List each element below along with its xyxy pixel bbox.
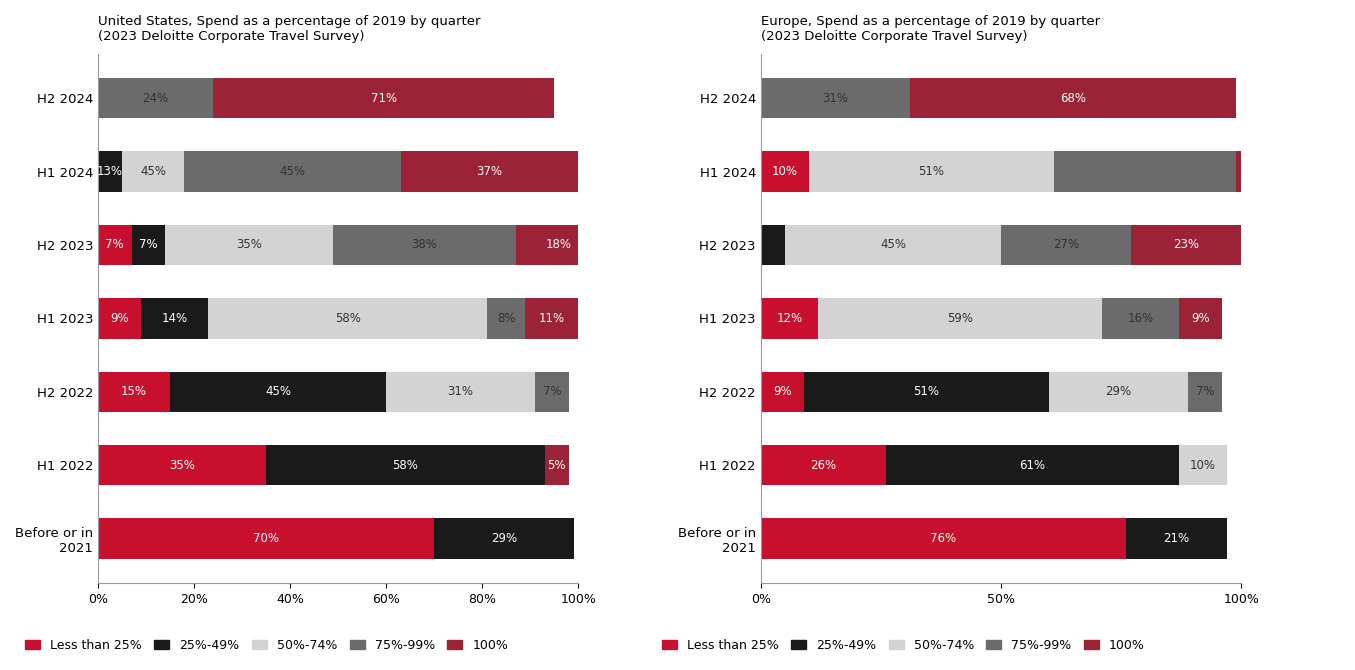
Bar	[98, 445, 266, 486]
Bar	[141, 298, 209, 338]
Text: 45%: 45%	[266, 385, 291, 399]
Text: 9%: 9%	[774, 385, 791, 399]
Bar	[184, 151, 401, 192]
Bar	[333, 224, 516, 265]
Bar	[169, 372, 386, 412]
Bar	[886, 445, 1179, 486]
Text: United States, Spend as a percentage of 2019 by quarter
(2023 Deloitte Corporate: United States, Spend as a percentage of …	[98, 15, 481, 43]
Text: 7%: 7%	[106, 239, 125, 251]
Bar	[760, 519, 1126, 559]
Text: 26%: 26%	[810, 459, 836, 472]
Bar	[760, 298, 818, 338]
Legend: Less than 25%, 25%-49%, 50%-74%, 75%-99%, 100%: Less than 25%, 25%-49%, 50%-74%, 75%-99%…	[20, 634, 514, 657]
Bar	[1126, 519, 1226, 559]
Text: 12%: 12%	[776, 312, 802, 325]
Text: 29%: 29%	[491, 532, 516, 545]
Bar	[760, 78, 909, 119]
Bar	[760, 372, 804, 412]
Text: 13%: 13%	[98, 165, 123, 178]
Text: 35%: 35%	[236, 239, 263, 251]
Bar	[760, 445, 886, 486]
Bar	[434, 519, 573, 559]
Bar	[1236, 151, 1355, 192]
Text: 51%: 51%	[913, 385, 939, 399]
Bar	[1179, 298, 1222, 338]
Text: 11%: 11%	[539, 312, 565, 325]
Bar	[785, 224, 1001, 265]
Bar	[266, 445, 545, 486]
Text: 9%: 9%	[1191, 312, 1210, 325]
Bar	[809, 151, 1054, 192]
Text: 9%: 9%	[110, 312, 129, 325]
Bar	[209, 298, 486, 338]
Text: 14%: 14%	[161, 312, 188, 325]
Bar	[535, 372, 569, 412]
Bar	[401, 151, 579, 192]
Bar	[1130, 224, 1241, 265]
Text: 58%: 58%	[393, 459, 419, 472]
Text: 76%: 76%	[931, 532, 957, 545]
Bar	[98, 519, 434, 559]
Bar	[545, 445, 569, 486]
Text: 29%: 29%	[1106, 385, 1131, 399]
Bar	[98, 224, 131, 265]
Bar	[909, 78, 1236, 119]
Bar	[818, 298, 1102, 338]
Text: 71%: 71%	[371, 92, 397, 105]
Bar	[98, 372, 169, 412]
Bar	[98, 151, 122, 192]
Bar	[1054, 151, 1236, 192]
Text: 15%: 15%	[121, 385, 146, 399]
Text: 10%: 10%	[1190, 459, 1215, 472]
Text: 8%: 8%	[497, 312, 515, 325]
Bar	[131, 224, 165, 265]
Text: 7%: 7%	[140, 239, 157, 251]
Bar	[122, 151, 184, 192]
Bar	[760, 224, 785, 265]
Bar	[98, 298, 141, 338]
Bar	[1049, 372, 1188, 412]
Text: 23%: 23%	[1173, 239, 1199, 251]
Text: 7%: 7%	[542, 385, 561, 399]
Text: 38%: 38%	[1314, 165, 1340, 178]
Bar	[213, 78, 554, 119]
Text: 7%: 7%	[1196, 385, 1214, 399]
Bar	[486, 298, 526, 338]
Bar	[1188, 372, 1222, 412]
Text: Europe, Spend as a percentage of 2019 by quarter
(2023 Deloitte Corporate Travel: Europe, Spend as a percentage of 2019 by…	[760, 15, 1100, 43]
Bar	[386, 372, 535, 412]
Bar	[804, 372, 1049, 412]
Text: 31%: 31%	[447, 385, 474, 399]
Text: 45%: 45%	[279, 165, 305, 178]
Bar	[1102, 298, 1179, 338]
Text: 31%: 31%	[822, 92, 848, 105]
Text: 10%: 10%	[772, 165, 798, 178]
Text: 27%: 27%	[1053, 239, 1079, 251]
Bar	[516, 224, 603, 265]
Text: 5%: 5%	[547, 459, 566, 472]
Text: 18%: 18%	[546, 239, 572, 251]
Legend: Less than 25%, 25%-49%, 50%-74%, 75%-99%, 100%: Less than 25%, 25%-49%, 50%-74%, 75%-99%…	[657, 634, 1150, 657]
Bar	[165, 224, 333, 265]
Bar	[760, 151, 809, 192]
Text: 45%: 45%	[879, 239, 906, 251]
Text: 51%: 51%	[919, 165, 944, 178]
Text: 21%: 21%	[1163, 532, 1190, 545]
Text: 59%: 59%	[947, 312, 973, 325]
Text: 37%: 37%	[477, 165, 503, 178]
Text: 68%: 68%	[1060, 92, 1085, 105]
Bar	[98, 78, 213, 119]
Bar	[1179, 445, 1226, 486]
Text: 70%: 70%	[253, 532, 279, 545]
Bar	[1001, 224, 1130, 265]
Bar	[526, 298, 579, 338]
Text: 45%: 45%	[140, 165, 167, 178]
Text: 16%: 16%	[1127, 312, 1153, 325]
Text: 61%: 61%	[1019, 459, 1045, 472]
Text: 38%: 38%	[412, 239, 438, 251]
Text: 35%: 35%	[169, 459, 195, 472]
Text: 24%: 24%	[142, 92, 168, 105]
Text: 58%: 58%	[335, 312, 360, 325]
